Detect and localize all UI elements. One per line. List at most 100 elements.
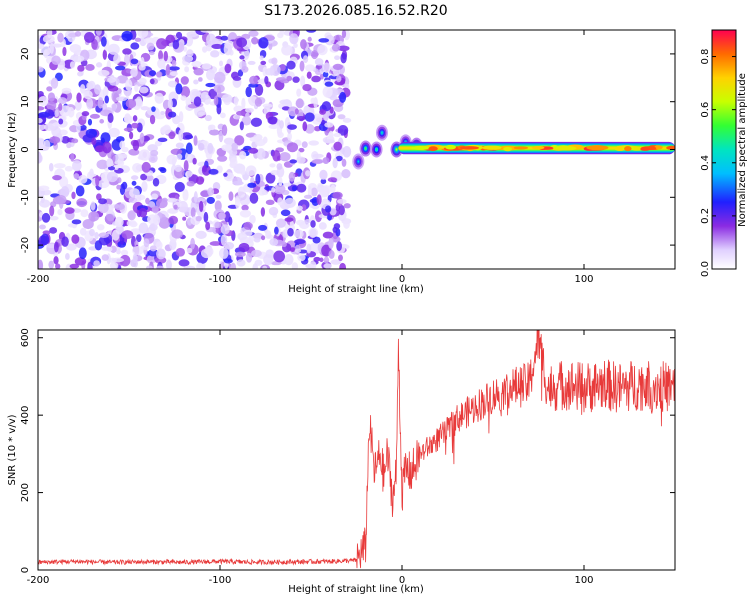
noise-speckle [162, 197, 168, 203]
noise-speckle [258, 224, 268, 231]
noise-speckle [175, 31, 183, 39]
noise-speckle [116, 184, 121, 190]
noise-speckle [149, 245, 157, 252]
noise-speckle [81, 111, 90, 117]
noise-speckle [186, 247, 193, 254]
signal-band-peak [445, 144, 456, 150]
noise-speckle [265, 199, 275, 206]
noise-speckle [77, 71, 84, 77]
noise-speckle [140, 106, 150, 111]
noise-speckle [337, 125, 349, 136]
noise-speckle [171, 59, 177, 67]
noise-speckle [87, 261, 93, 269]
noise-speckle [256, 148, 266, 160]
noise-speckle [193, 191, 198, 203]
noise-speckle [157, 137, 168, 143]
noise-speckle [260, 207, 266, 217]
noise-speckle [156, 248, 166, 260]
noise-speckle [241, 204, 249, 211]
colorbar-ticks: 0.0 0.2 0.4 0.6 0.8 [700, 49, 736, 277]
noise-speckle [343, 219, 350, 229]
noise-speckle [146, 42, 155, 51]
noise-speckle [65, 253, 70, 260]
noise-speckle [111, 103, 117, 112]
signal-band-peak [459, 146, 479, 150]
noise-speckle [154, 92, 164, 104]
signal-band-peak [531, 146, 545, 150]
noise-speckle [119, 140, 126, 150]
noise-speckle [123, 115, 134, 124]
noise-speckle [182, 216, 187, 221]
noise-speckle [76, 198, 88, 208]
noise-speckle [216, 103, 222, 115]
noise-speckle [70, 153, 75, 162]
noise-speckle [117, 177, 122, 184]
noise-speckle [299, 60, 305, 72]
noise-speckle [250, 117, 262, 127]
spectrogram-y-label: Frequency (Hz) [7, 112, 18, 188]
noise-speckle [319, 169, 328, 180]
noise-speckle [76, 92, 82, 103]
snr-x-label: Height of straight line (km) [288, 584, 424, 595]
transition-blob [357, 160, 360, 163]
noise-speckle [269, 238, 279, 246]
noise-speckle [174, 164, 182, 173]
noise-speckle [292, 76, 300, 83]
noise-speckle [61, 136, 70, 144]
noise-speckle [271, 187, 276, 193]
noise-speckle [114, 203, 125, 211]
noise-speckle [155, 71, 163, 78]
x-tick-label: -200 [27, 274, 50, 285]
noise-speckle [286, 60, 296, 70]
noise-speckle [102, 141, 112, 154]
signal-band-peak [481, 145, 502, 150]
noise-speckle [287, 227, 294, 237]
noise-speckle [220, 224, 230, 235]
figure-title: S173.2026.085.16.52.R20 [264, 3, 447, 19]
noise-speckle [74, 257, 87, 266]
noise-speckle [154, 113, 165, 120]
noise-speckle [265, 230, 272, 239]
noise-speckle [328, 250, 335, 259]
noise-speckle [138, 77, 147, 85]
noise-speckle [234, 135, 245, 146]
noise-speckle [48, 260, 55, 269]
noise-speckle [139, 132, 145, 144]
noise-speckle [47, 92, 56, 102]
signal-band-peak [654, 145, 663, 150]
x-tick-label: 100 [574, 274, 593, 285]
noise-speckle [197, 142, 205, 151]
noise-speckle [137, 155, 144, 160]
noise-speckle [123, 127, 134, 132]
noise-speckle [337, 45, 350, 52]
noise-speckle [107, 77, 116, 83]
snr-panel: -200 -100 0 100 0 200 400 600 Height of straig… [7, 328, 676, 595]
noise-speckle [73, 173, 80, 180]
noise-speckle [241, 65, 249, 73]
noise-speckle [251, 249, 262, 258]
noise-speckle [96, 193, 102, 201]
noise-speckle [125, 98, 137, 109]
snr-y-label: SNR (10 * v/v) [7, 414, 18, 485]
noise-speckle [66, 142, 72, 149]
noise-speckle [337, 198, 347, 204]
noise-speckle [281, 44, 293, 56]
noise-speckle [127, 210, 136, 221]
noise-speckle [131, 180, 137, 186]
noise-speckle [80, 209, 89, 218]
noise-speckle [42, 34, 55, 44]
noise-speckle [320, 186, 330, 197]
noise-speckle [294, 248, 302, 253]
noise-speckle [46, 101, 57, 111]
noise-speckle [180, 76, 189, 85]
noise-speckle [262, 265, 268, 269]
noise-speckle [296, 183, 307, 193]
noise-speckle [49, 215, 59, 221]
noise-speckle [234, 115, 241, 120]
noise-speckle [134, 37, 142, 42]
noise-speckle [322, 71, 329, 78]
noise-speckle [130, 175, 139, 180]
noise-speckle [191, 90, 202, 97]
noise-speckle [149, 223, 158, 231]
noise-speckle [233, 96, 239, 106]
